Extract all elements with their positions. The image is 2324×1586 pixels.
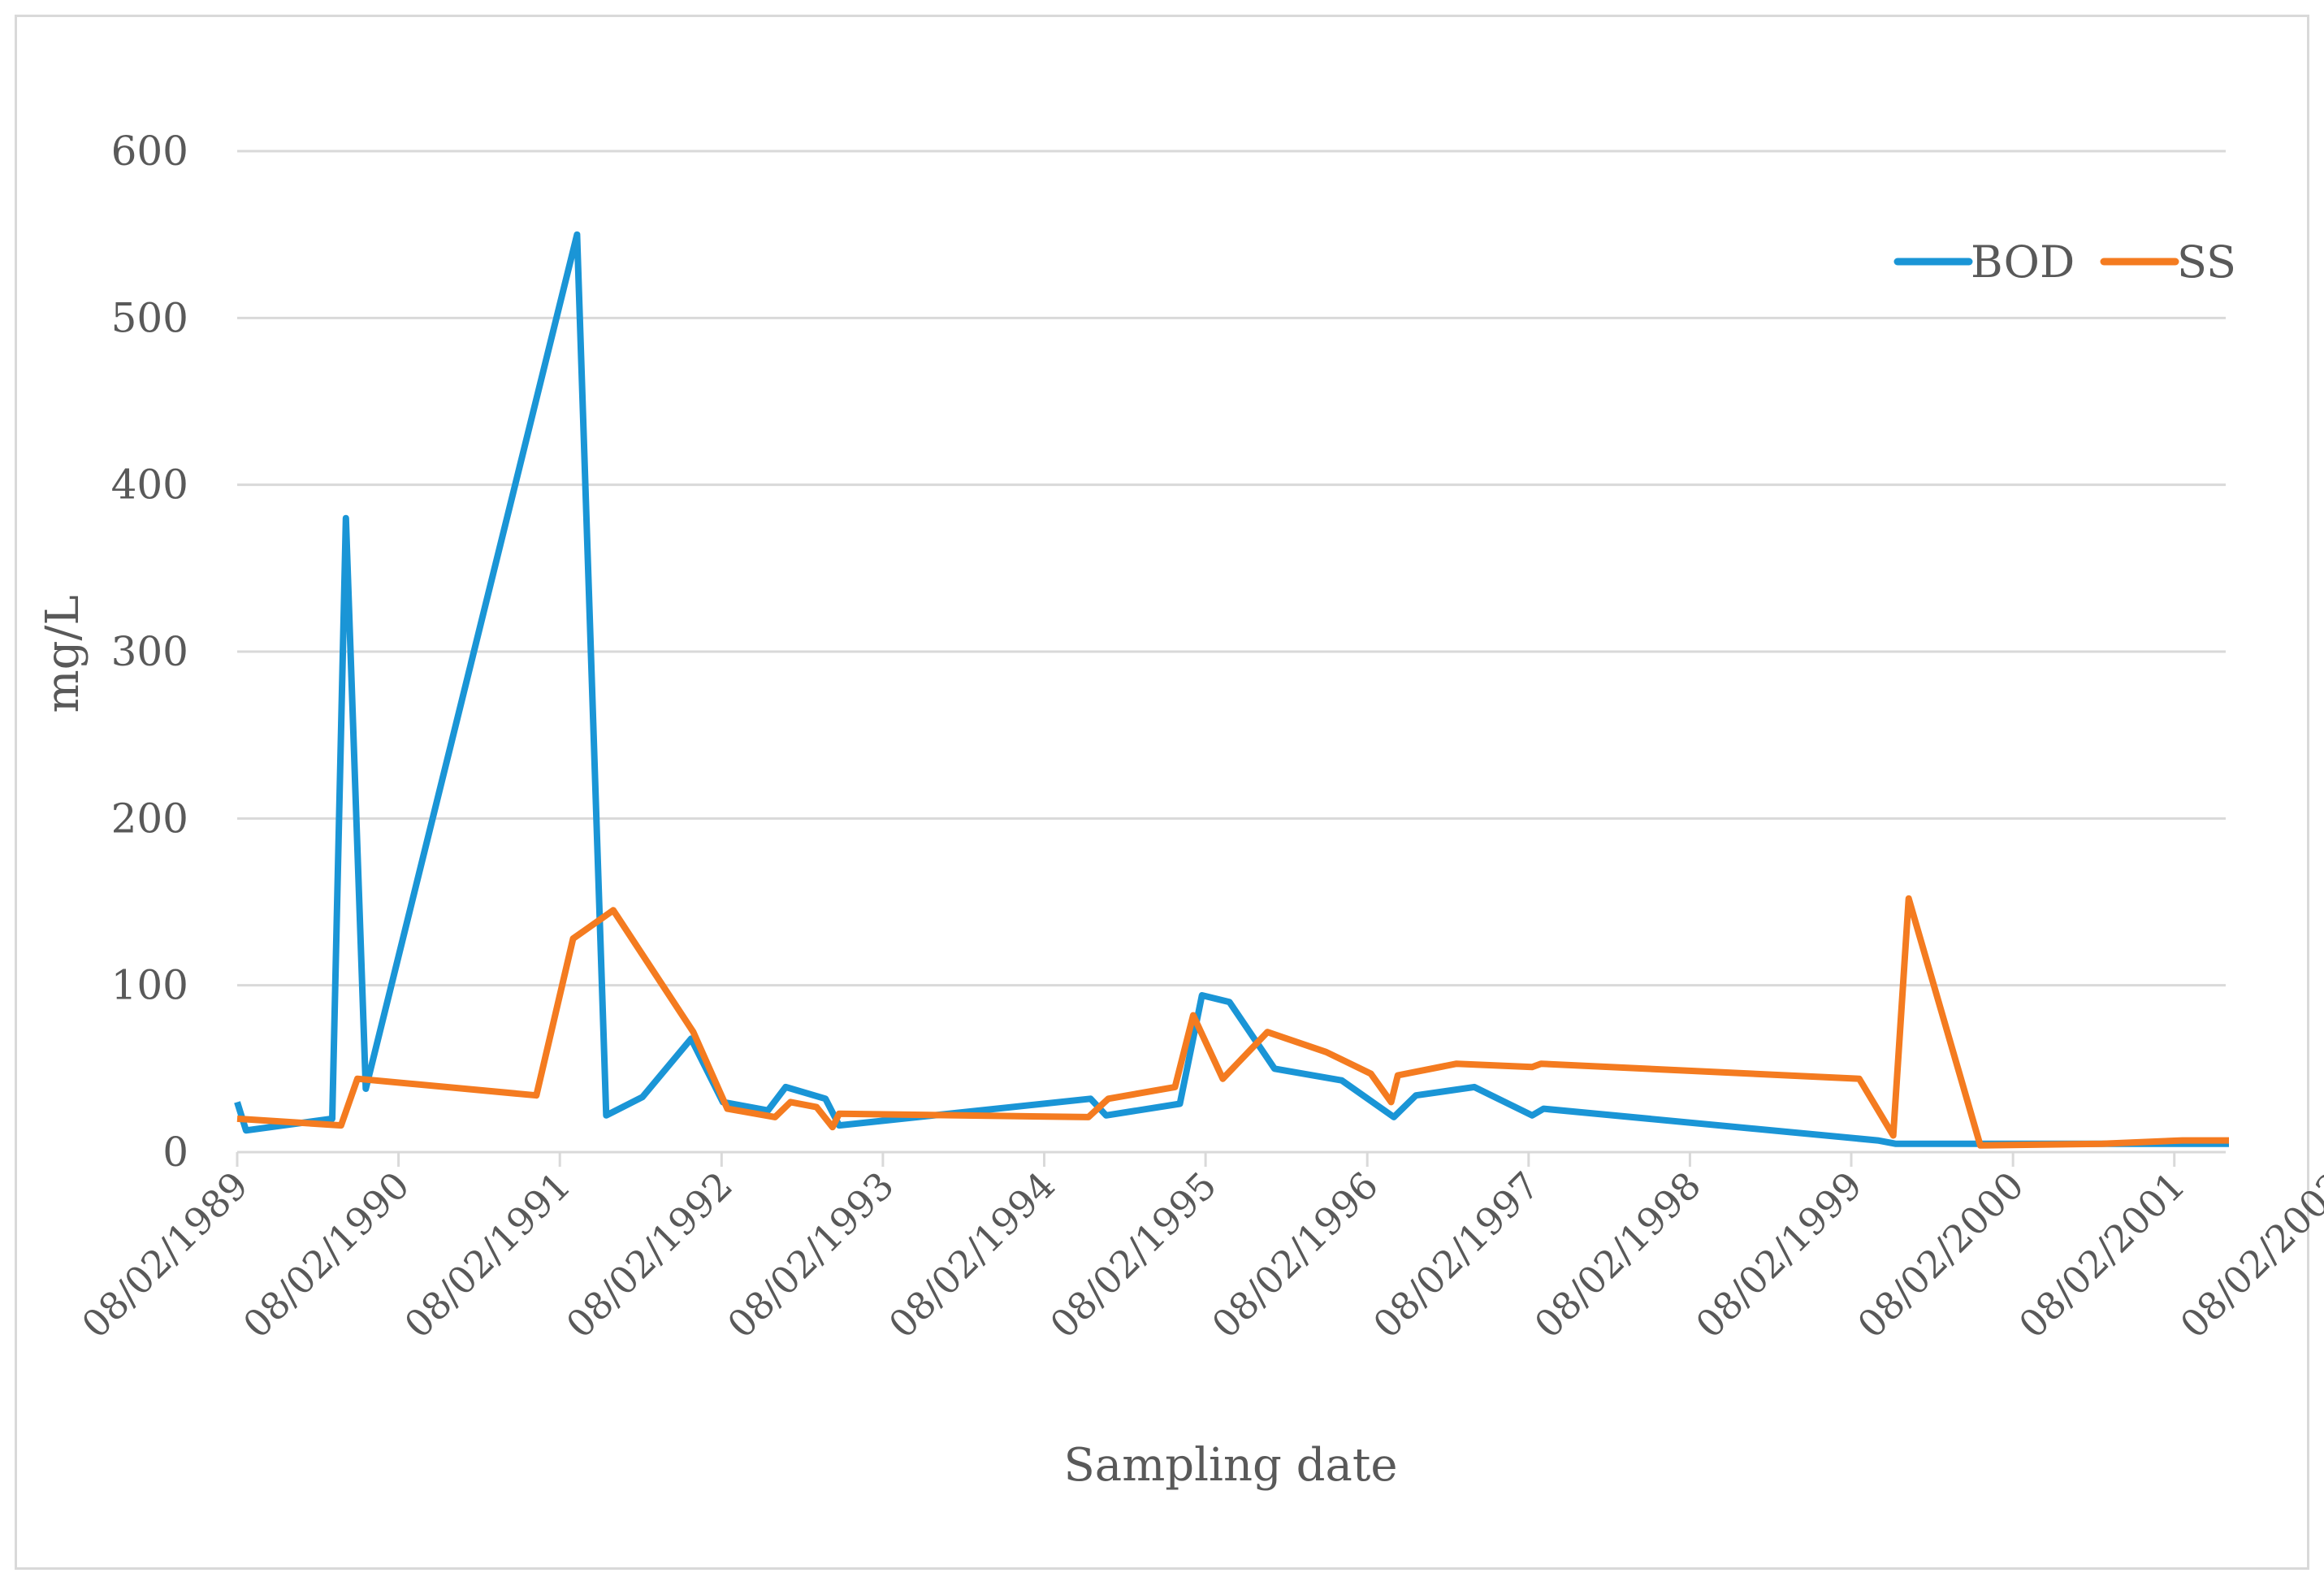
x-tick-label: 08/02/2001 xyxy=(2010,1164,2194,1347)
x-tick-label: 08/02/1993 xyxy=(719,1164,902,1347)
y-tick-label: 100 xyxy=(111,962,188,1009)
x-tick-label: 08/02/1998 xyxy=(1526,1164,1710,1347)
y-tick-label: 600 xyxy=(111,128,188,175)
x-tick-label: 08/02/1991 xyxy=(396,1164,579,1347)
x-axis-tick-labels: 08/02/198908/02/199008/02/199108/02/1992… xyxy=(73,1164,2324,1347)
data-series xyxy=(234,231,2229,1149)
x-axis xyxy=(236,1150,2226,1167)
y-axis-title: mg/L xyxy=(37,595,89,713)
series-line-ss xyxy=(236,895,2229,1149)
x-tick-label: 08/02/1994 xyxy=(881,1164,1064,1347)
chart-frame xyxy=(15,15,2309,1570)
x-tick-label: 08/02/1997 xyxy=(1365,1164,1548,1347)
y-tick-label: 400 xyxy=(111,462,188,509)
y-tick-label: 0 xyxy=(162,1129,188,1176)
x-tick-label: 08/02/1990 xyxy=(235,1164,418,1347)
x-tick-label: 08/02/2002 xyxy=(2171,1164,2324,1347)
x-tick-label: 08/02/2000 xyxy=(1849,1164,2032,1347)
x-tick-label: 08/02/1995 xyxy=(1041,1164,1225,1347)
legend: BOD SS xyxy=(1893,236,2236,288)
x-tick-label: 08/02/1989 xyxy=(73,1164,257,1347)
x-tick-label: 08/02/1992 xyxy=(557,1164,741,1347)
gridlines xyxy=(237,150,2226,987)
x-tick-label: 08/02/1999 xyxy=(1687,1164,1871,1347)
x-tick-label: 08/02/1996 xyxy=(1203,1164,1387,1347)
legend-label-bod: BOD xyxy=(1971,236,2075,288)
legend-label-ss: SS xyxy=(2177,236,2236,288)
y-axis-tick-labels: 0 100 200 300 400 500 600 xyxy=(111,128,188,1176)
x-axis-title: Sampling date xyxy=(1063,1439,1397,1492)
y-tick-label: 500 xyxy=(111,294,188,341)
y-tick-label: 300 xyxy=(111,628,188,675)
series-line-bod xyxy=(234,231,2229,1147)
y-tick-label: 200 xyxy=(111,795,188,842)
